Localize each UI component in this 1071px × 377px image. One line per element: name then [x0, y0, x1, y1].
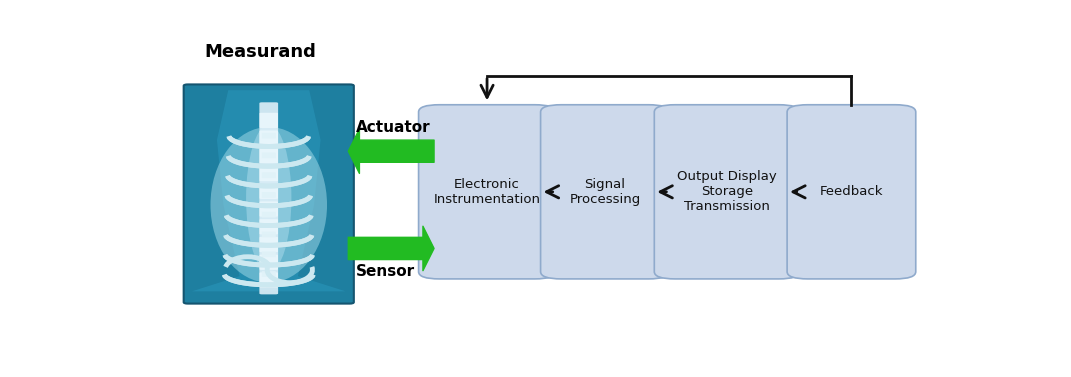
FancyBboxPatch shape	[259, 237, 278, 252]
FancyBboxPatch shape	[787, 105, 916, 279]
FancyBboxPatch shape	[259, 102, 278, 294]
FancyBboxPatch shape	[541, 105, 669, 279]
FancyBboxPatch shape	[259, 166, 278, 181]
Text: Measurand: Measurand	[203, 43, 316, 61]
FancyBboxPatch shape	[419, 105, 556, 279]
FancyBboxPatch shape	[259, 254, 278, 270]
Text: Signal
Processing: Signal Processing	[570, 178, 640, 206]
FancyBboxPatch shape	[261, 212, 275, 218]
FancyBboxPatch shape	[261, 172, 275, 178]
FancyBboxPatch shape	[259, 148, 278, 164]
FancyBboxPatch shape	[654, 105, 800, 279]
FancyBboxPatch shape	[261, 153, 275, 158]
FancyBboxPatch shape	[261, 192, 275, 198]
Ellipse shape	[246, 125, 291, 272]
Text: Feedback: Feedback	[819, 185, 884, 198]
Text: Electronic
Instrumentation: Electronic Instrumentation	[434, 178, 541, 206]
FancyBboxPatch shape	[259, 201, 278, 217]
FancyBboxPatch shape	[184, 84, 353, 303]
Text: Output Display
Storage
Transmission: Output Display Storage Transmission	[677, 170, 776, 213]
Text: Actuator: Actuator	[356, 120, 431, 135]
FancyBboxPatch shape	[259, 113, 278, 128]
FancyBboxPatch shape	[259, 130, 278, 146]
Ellipse shape	[211, 127, 327, 283]
FancyBboxPatch shape	[261, 251, 275, 257]
FancyBboxPatch shape	[259, 219, 278, 234]
Polygon shape	[192, 90, 346, 291]
FancyBboxPatch shape	[261, 231, 275, 238]
FancyBboxPatch shape	[259, 184, 278, 199]
FancyBboxPatch shape	[261, 271, 275, 277]
Text: Sensor: Sensor	[356, 264, 414, 279]
FancyBboxPatch shape	[261, 133, 275, 138]
FancyBboxPatch shape	[259, 272, 278, 288]
